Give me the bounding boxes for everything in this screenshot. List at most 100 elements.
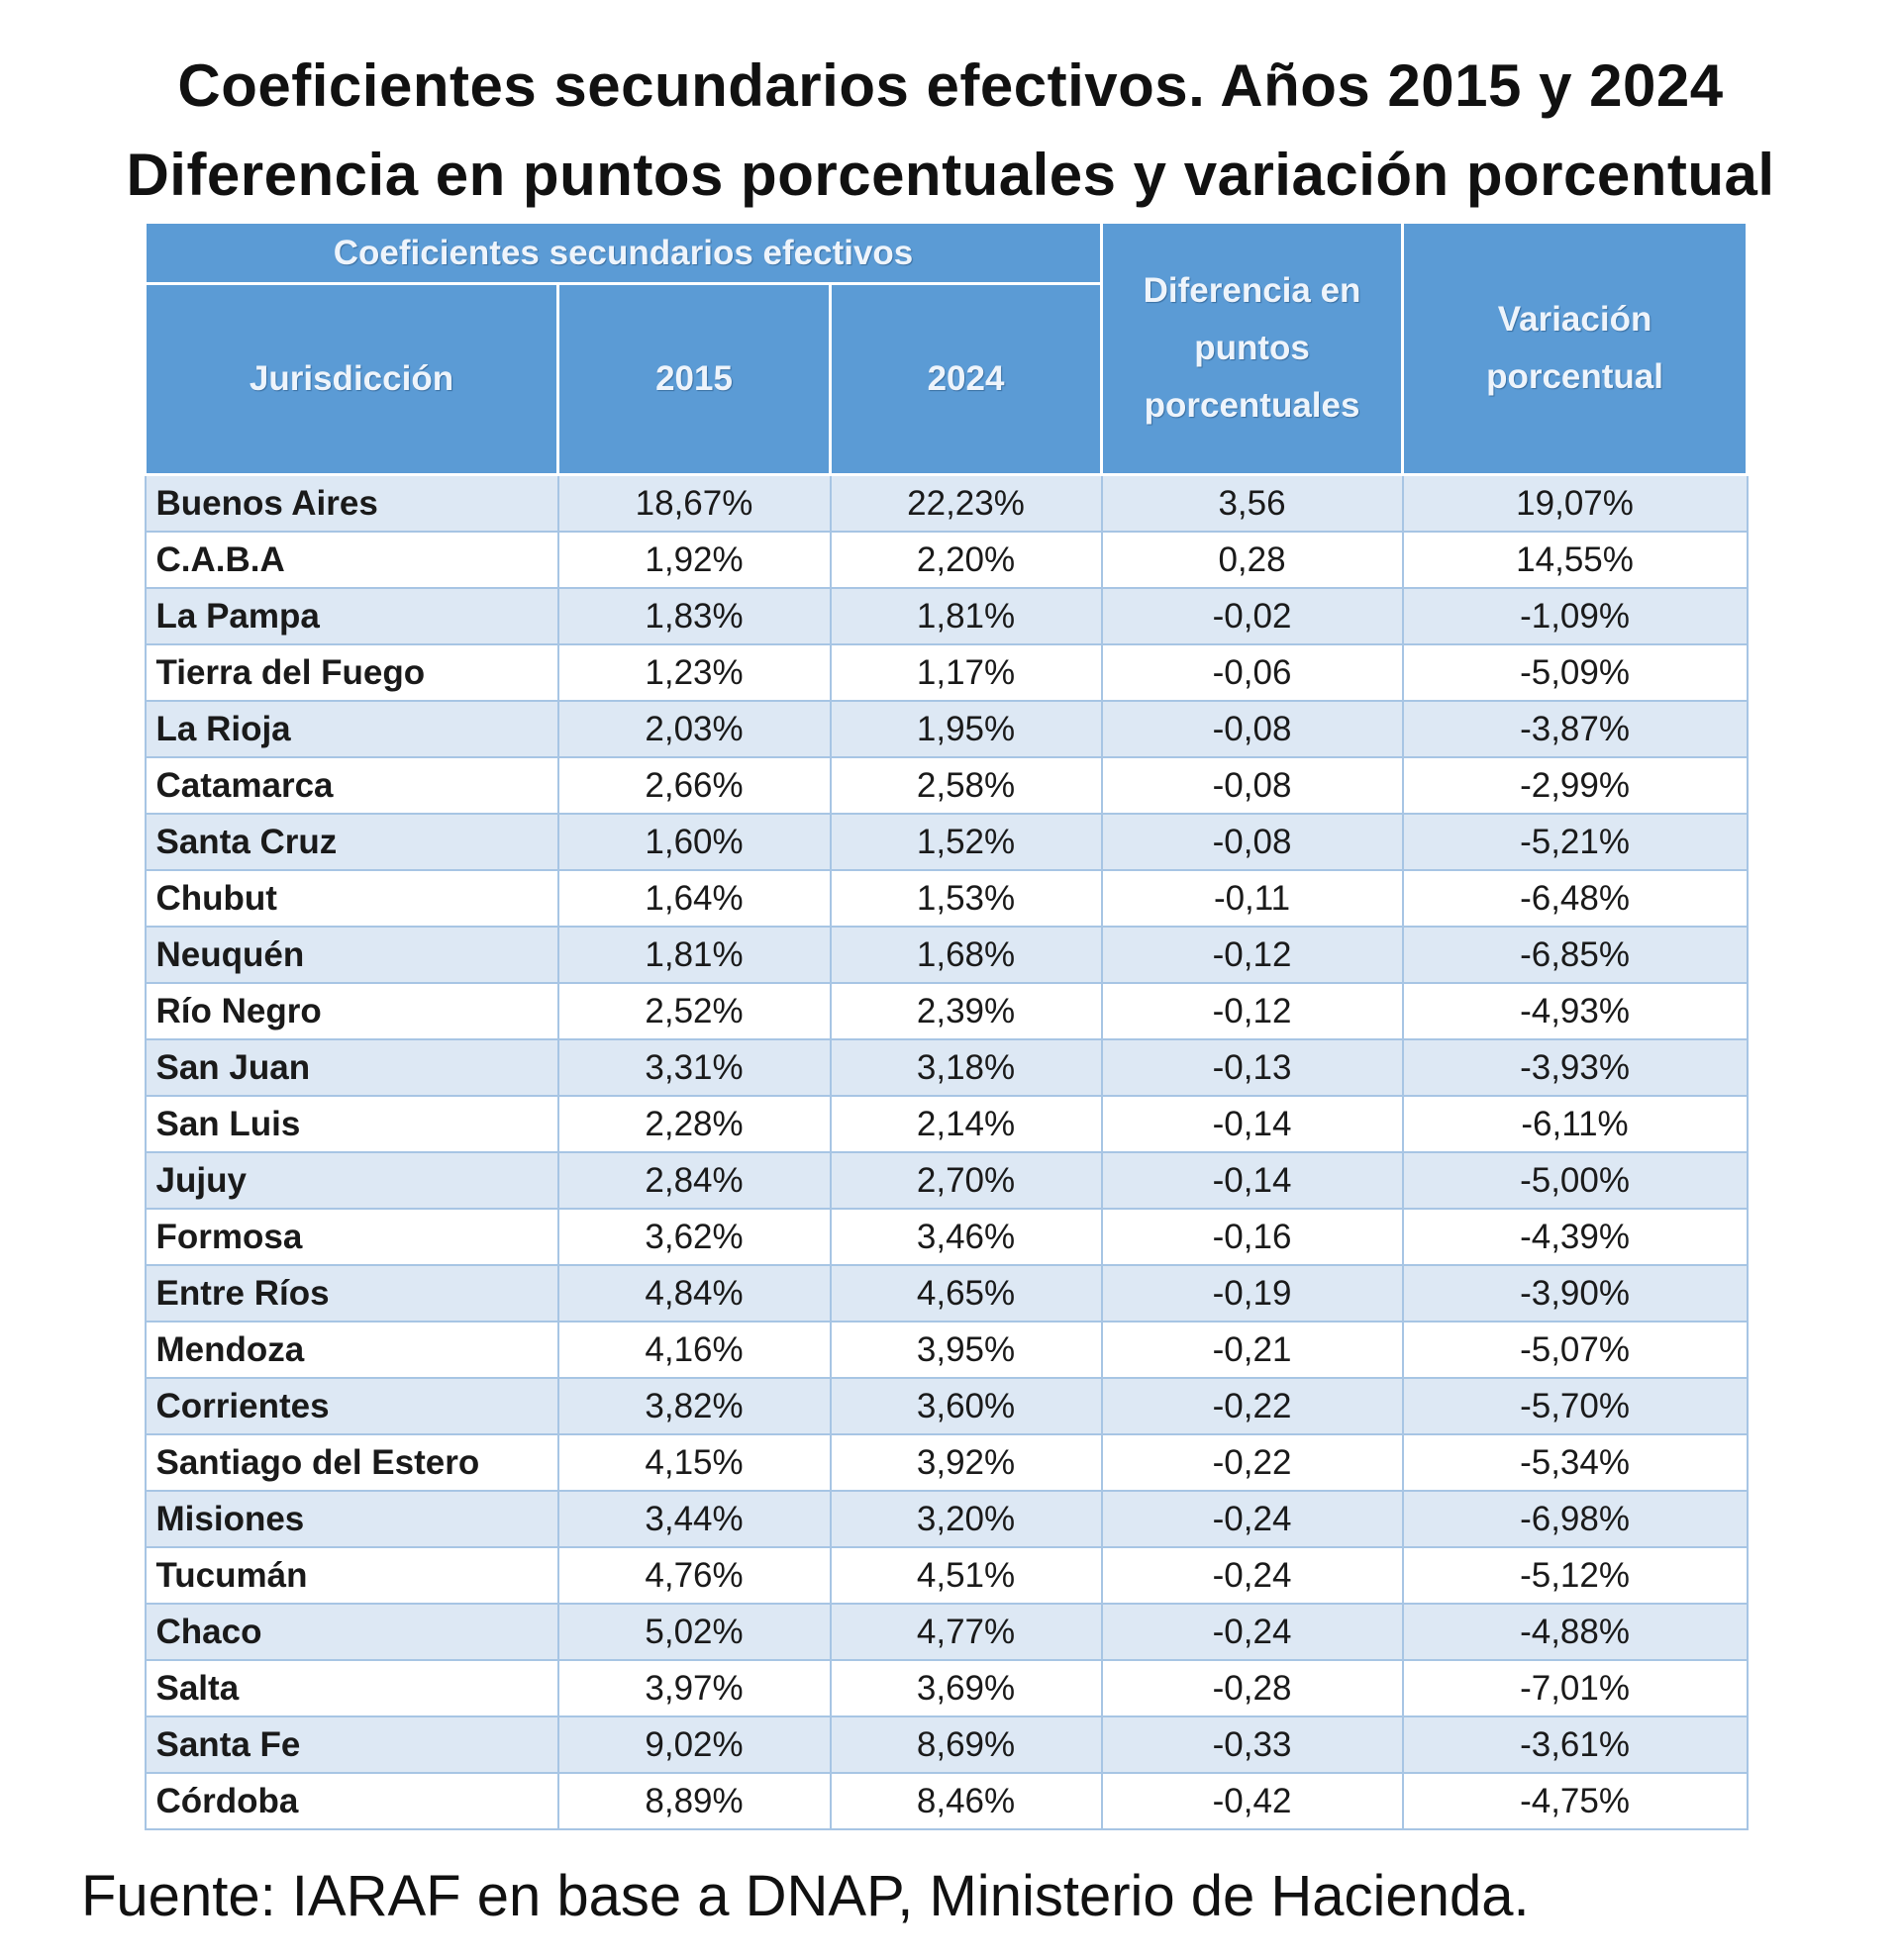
header-jurisdiccion: Jurisdicción [144,283,559,476]
cell-variacion: -4,88% [1401,1603,1749,1661]
cell-diferencia: -0,22 [1100,1377,1404,1435]
cell-variacion: -1,09% [1401,587,1749,645]
cell-diferencia: -0,12 [1100,926,1404,984]
cell-2015: 1,60% [556,813,832,871]
cell-diferencia: -0,14 [1100,1095,1404,1153]
table-row: Tierra del Fuego 1,23% 1,17% -0,06 -5,09% [144,643,1749,702]
cell-variacion: -4,93% [1401,982,1749,1040]
table-row: Río Negro 2,52% 2,39% -0,12 -4,93% [144,982,1749,1040]
cell-2015: 2,66% [556,756,832,815]
header-diferencia: Diferencia en puntos porcentuales [1100,224,1405,476]
cell-2015: 2,03% [556,700,832,758]
cell-variacion: -5,12% [1401,1546,1749,1605]
cell-2015: 3,31% [556,1038,832,1097]
cell-2015: 4,16% [556,1321,832,1379]
cell-2024: 3,69% [829,1659,1103,1717]
cell-jurisdiccion: Chaco [144,1603,559,1661]
cell-jurisdiccion: Santa Fe [144,1715,559,1774]
table-row: Misiones 3,44% 3,20% -0,24 -6,98% [144,1490,1749,1548]
cell-2024: 2,20% [829,531,1103,589]
cell-diferencia: -0,14 [1100,1151,1404,1210]
cell-diferencia: -0,16 [1100,1208,1404,1266]
cell-variacion: -3,93% [1401,1038,1749,1097]
cell-2024: 2,14% [829,1095,1103,1153]
cell-diferencia: -0,24 [1100,1603,1404,1661]
cell-diferencia: -0,12 [1100,982,1404,1040]
table-row: Corrientes 3,82% 3,60% -0,22 -5,70% [144,1377,1749,1435]
cell-diferencia: -0,21 [1100,1321,1404,1379]
cell-variacion: -4,75% [1401,1772,1749,1830]
cell-jurisdiccion: C.A.B.A [144,531,559,589]
cell-jurisdiccion: Neuquén [144,926,559,984]
cell-jurisdiccion: Mendoza [144,1321,559,1379]
cell-2024: 4,65% [829,1264,1103,1323]
cell-jurisdiccion: Río Negro [144,982,559,1040]
cell-2024: 1,95% [829,700,1103,758]
cell-2015: 2,28% [556,1095,832,1153]
cell-2015: 1,23% [556,643,832,702]
cell-2015: 2,84% [556,1151,832,1210]
cell-jurisdiccion: La Rioja [144,700,559,758]
group-header: Coeficientes secundarios efectivos [143,224,1104,285]
table-row: Mendoza 4,16% 3,95% -0,21 -5,07% [144,1321,1749,1379]
page-title: Coeficientes secundarios efectivos. Años… [177,52,1724,119]
cell-2015: 3,62% [556,1208,832,1266]
cell-jurisdiccion: Chubut [144,869,559,928]
cell-2024: 2,70% [829,1151,1103,1210]
cell-2024: 1,81% [829,587,1103,645]
page-subtitle: Diferencia en puntos porcentuales y vari… [126,142,1775,208]
cell-variacion: -3,90% [1401,1264,1749,1323]
cell-2015: 5,02% [556,1603,832,1661]
cell-diferencia: -0,08 [1100,700,1404,758]
cell-jurisdiccion: San Juan [144,1038,559,1097]
table-row: Tucumán 4,76% 4,51% -0,24 -5,12% [144,1546,1749,1605]
cell-jurisdiccion: Misiones [144,1490,559,1548]
cell-2015: 1,92% [556,531,832,589]
cell-variacion: -6,98% [1401,1490,1749,1548]
cell-jurisdiccion: Entre Ríos [144,1264,559,1323]
cell-variacion: -2,99% [1401,756,1749,815]
table-row: Catamarca 2,66% 2,58% -0,08 -2,99% [144,756,1749,815]
table-row: La Rioja 2,03% 1,95% -0,08 -3,87% [144,700,1749,758]
cell-2024: 1,52% [829,813,1103,871]
cell-jurisdiccion: Jujuy [144,1151,559,1210]
table-row: La Pampa 1,83% 1,81% -0,02 -1,09% [144,587,1749,645]
cell-2024: 3,92% [829,1433,1103,1492]
cell-diferencia: -0,42 [1100,1772,1404,1830]
cell-variacion: -5,70% [1401,1377,1749,1435]
cell-2024: 1,17% [829,643,1103,702]
cell-2015: 1,64% [556,869,832,928]
table-row: San Juan 3,31% 3,18% -0,13 -3,93% [144,1038,1749,1097]
cell-diferencia: -0,13 [1100,1038,1404,1097]
source-note: Fuente: IARAF en base a DNAP, Ministerio… [81,1864,1530,1928]
cell-variacion: -5,00% [1401,1151,1749,1210]
cell-2015: 1,81% [556,926,832,984]
cell-jurisdiccion: Formosa [144,1208,559,1266]
cell-2015: 18,67% [556,473,832,533]
cell-2024: 22,23% [829,473,1103,533]
cell-2015: 9,02% [556,1715,832,1774]
cell-variacion: -6,48% [1401,869,1749,928]
table-row: San Luis 2,28% 2,14% -0,14 -6,11% [144,1095,1749,1153]
cell-2015: 4,84% [556,1264,832,1323]
cell-2015: 3,82% [556,1377,832,1435]
cell-diferencia: -0,24 [1100,1546,1404,1605]
cell-variacion: -4,39% [1401,1208,1749,1266]
table-row: C.A.B.A 1,92% 2,20% 0,28 14,55% [144,531,1749,589]
table-row: Formosa 3,62% 3,46% -0,16 -4,39% [144,1208,1749,1266]
cell-diferencia: -0,11 [1100,869,1404,928]
cell-2024: 3,20% [829,1490,1103,1548]
cell-2015: 4,76% [556,1546,832,1605]
cell-diferencia: -0,28 [1100,1659,1404,1717]
cell-jurisdiccion: Salta [144,1659,559,1717]
cell-2015: 3,44% [556,1490,832,1548]
cell-2015: 2,52% [556,982,832,1040]
cell-variacion: -3,61% [1401,1715,1749,1774]
cell-diferencia: 3,56 [1100,473,1404,533]
cell-2015: 4,15% [556,1433,832,1492]
cell-diferencia: -0,08 [1100,756,1404,815]
cell-variacion: -5,07% [1401,1321,1749,1379]
cell-2015: 8,89% [556,1772,832,1830]
cell-diferencia: 0,28 [1100,531,1404,589]
cell-2024: 3,46% [829,1208,1103,1266]
